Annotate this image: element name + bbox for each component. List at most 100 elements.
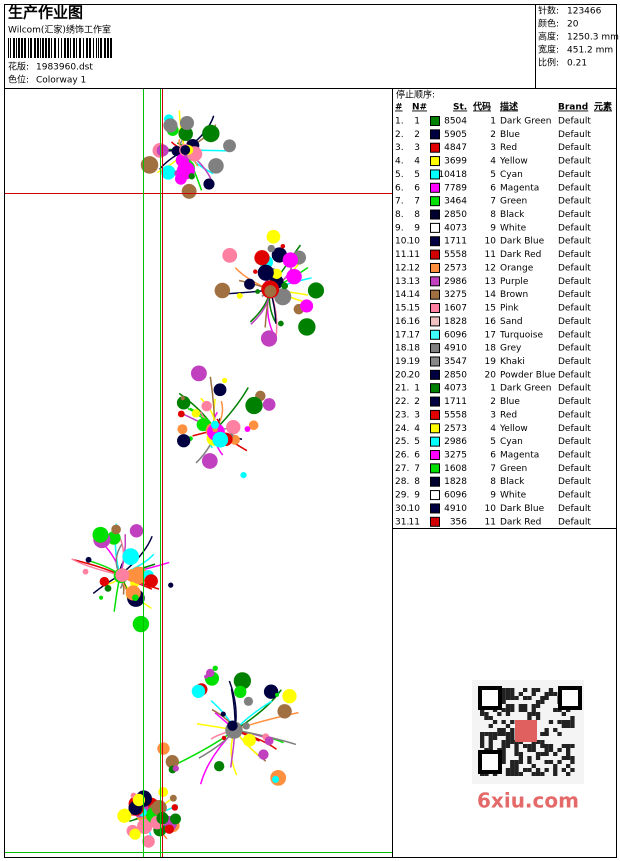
swatch: [430, 276, 440, 287]
row-description: Khaki: [500, 357, 525, 367]
blossom: [248, 420, 259, 431]
info-value: 451.2 mm: [567, 46, 613, 56]
row-brand: Default: [558, 410, 591, 420]
row-index: 5.: [395, 170, 404, 180]
row-stitches: 3464: [444, 197, 467, 207]
row-needle: 15: [409, 304, 420, 314]
blossom: [191, 684, 206, 698]
blossom: [157, 742, 170, 755]
row-needle: 17: [409, 330, 420, 340]
qr-cell: [553, 692, 558, 696]
row-needle: 7: [414, 464, 420, 474]
swatch: [430, 116, 440, 126]
row-code: 8: [490, 210, 496, 220]
qr-cell: [492, 720, 498, 724]
bar: [51, 38, 52, 58]
row-brand: Default: [558, 183, 591, 193]
column-header: 代码: [472, 101, 491, 113]
row-brand: Default: [558, 277, 591, 287]
qr-cell: [488, 740, 493, 744]
blossom: [122, 548, 140, 565]
info-label: 颜色:: [538, 18, 559, 30]
row-description: Dark Green: [500, 384, 551, 394]
qr-cell: [527, 748, 532, 752]
bar: [89, 38, 91, 58]
qr-cell: [492, 736, 498, 740]
blossom: [307, 282, 325, 299]
row-brand: Default: [558, 157, 591, 167]
qr-cell: [548, 760, 554, 764]
row-needle: 1: [414, 117, 420, 127]
qr-cell: [488, 716, 493, 720]
qr-cell: [492, 732, 498, 736]
blossom: [223, 139, 236, 153]
qr-cell: [501, 728, 506, 732]
row-stitches: 3699: [444, 157, 467, 167]
qr-cell: [514, 764, 519, 768]
row-code: 2: [490, 130, 496, 140]
qr-cell: [566, 772, 571, 776]
row-description: Red: [500, 143, 517, 153]
blossom: [282, 689, 297, 704]
bar: [104, 38, 106, 58]
qr-cell: [557, 748, 562, 752]
qr-code: [472, 680, 584, 784]
blossom: [282, 252, 299, 268]
row-needle: 18: [409, 344, 421, 354]
qr-cell: [566, 748, 571, 752]
qr-cell: [484, 716, 489, 720]
blossom: [202, 124, 220, 143]
blossom: [129, 524, 144, 538]
row-index: 16.: [395, 317, 409, 327]
qr-cell: [480, 744, 485, 748]
row-needle: 8: [414, 477, 420, 487]
bar: [48, 38, 50, 58]
blossom: [280, 243, 286, 249]
row-brand: Default: [558, 397, 591, 407]
qr-cell: [540, 740, 545, 744]
blossom: [267, 244, 276, 253]
row-index: 3.: [395, 143, 404, 153]
qr-cell: [501, 720, 506, 724]
bar: [96, 38, 97, 58]
qr-cell: [553, 772, 558, 776]
qr-cell: [527, 716, 532, 720]
row-code: 19: [485, 357, 497, 367]
row-code: 1: [490, 384, 496, 394]
row-description: Magenta: [500, 183, 539, 193]
swatch: [430, 182, 440, 193]
row-stitches: 1828: [444, 317, 467, 327]
row-code: 6: [490, 183, 496, 193]
qr-cell: [523, 768, 528, 772]
qr-cell: [544, 696, 549, 700]
row-index: 29.: [395, 491, 409, 501]
info-value: 123466: [567, 7, 602, 17]
blossom: [281, 282, 289, 290]
column-header: 描述: [500, 101, 518, 113]
qr-cell: [548, 744, 554, 748]
blossom: [142, 835, 155, 848]
blossom: [98, 595, 104, 600]
blossom: [132, 615, 150, 633]
row-needle: 19: [409, 357, 421, 367]
swatch: [430, 289, 440, 300]
row-brand: Default: [558, 170, 591, 180]
qr-cell: [505, 696, 511, 700]
qr-cell: [518, 772, 523, 776]
qr-cell: [501, 748, 506, 752]
qr-cell: [518, 756, 523, 760]
qr-cell: [570, 768, 575, 772]
qr-cell: [535, 768, 541, 772]
blossom: [129, 828, 141, 840]
qr-cell: [527, 744, 532, 748]
blossom: [179, 115, 195, 131]
qr-cell: [544, 732, 549, 736]
qr-cell: [514, 748, 519, 752]
qr-cell: [523, 704, 528, 708]
swatch: [430, 209, 440, 220]
qr-cell: [557, 760, 562, 764]
blossom: [158, 787, 169, 797]
row-brand: Default: [558, 304, 591, 314]
blossom: [214, 282, 231, 299]
bar: [37, 38, 39, 58]
